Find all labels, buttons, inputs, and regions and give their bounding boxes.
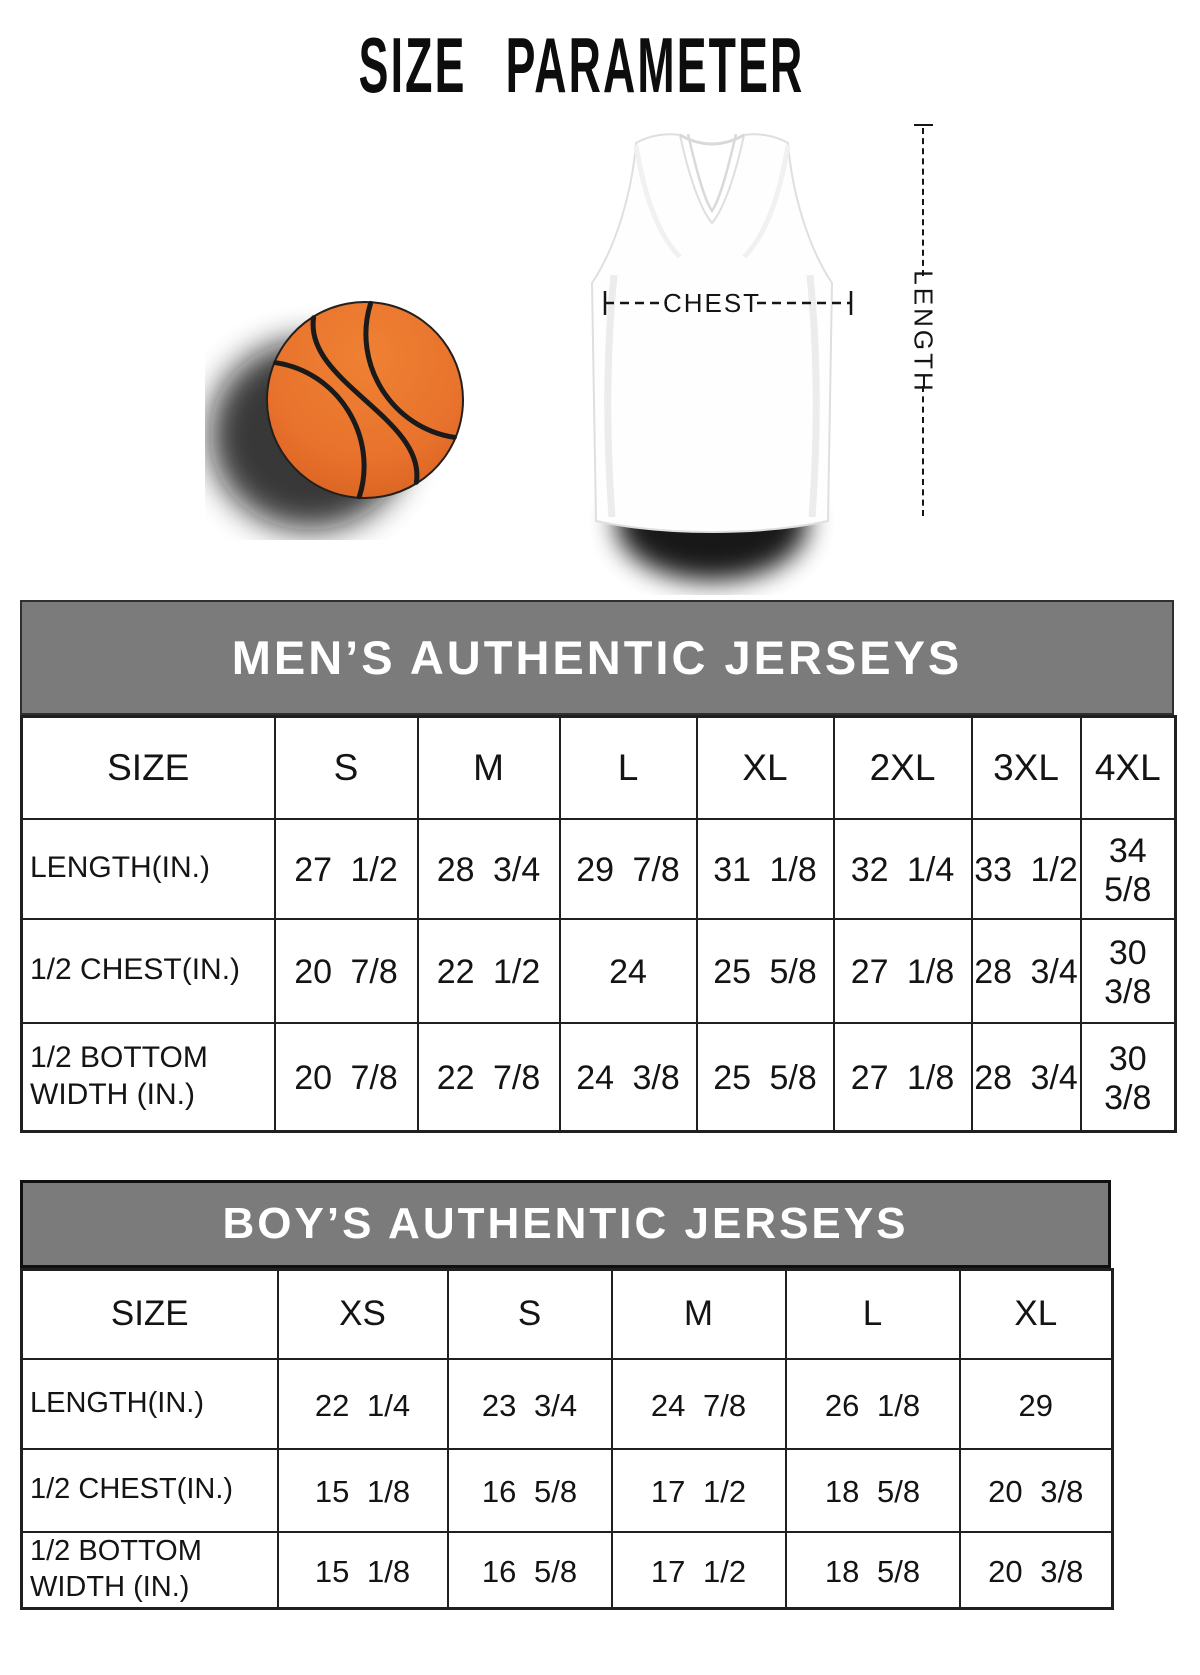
size-value-cell: 22 7/8 [416,1021,561,1133]
length-label: LENGTH [908,270,939,394]
size-value-cell: 29 [958,1357,1114,1450]
row-label: 1/2 BOTTOM WIDTH (IN.) [20,1021,276,1133]
size-value-cell: 24 [558,917,698,1024]
mens-half-bottom-width-row: 1/2 BOTTOM WIDTH (IN.) 20 7/8 22 7/8 24 … [20,1021,1177,1133]
page-title-wrap: SIZE PARAMETER [0,22,1164,109]
mens-size-col-3xl: 3XL [970,715,1082,820]
mens-size-col-l: L [558,715,698,820]
row-label: LENGTH(IN.) [20,1357,279,1450]
mens-header-row: SIZE S M L XL 2XL 3XL 4XL [20,715,1177,820]
basketball-icon [210,300,464,530]
boys-length-row: LENGTH(IN.) 22 1/4 23 3/4 24 7/8 26 1/8 … [20,1357,1114,1450]
size-value-cell: 23 3/4 [446,1357,613,1450]
boys-size-col-xl: XL [958,1268,1114,1360]
chest-measure-line [603,291,853,315]
length-dash-lower [922,386,924,516]
size-value-cell: 17 1/2 [610,1447,787,1533]
size-value-cell: 26 1/8 [784,1357,961,1450]
size-value-cell: 34 5/8 [1079,817,1177,920]
size-value-cell: 17 1/2 [610,1530,787,1610]
length-dash-upper [922,128,924,276]
size-value-cell: 31 1/8 [695,817,835,920]
size-value-cell: 32 1/4 [832,817,973,920]
size-value-cell: 15 1/8 [276,1530,449,1610]
chest-label: CHEST [663,288,761,318]
mens-size-table: SIZE S M L XL 2XL 3XL 4XL LENGTH(IN.) 27… [20,715,1177,1133]
row-label: 1/2 BOTTOM WIDTH (IN.) [20,1530,279,1610]
boys-half-chest-row: 1/2 CHEST(IN.) 15 1/8 16 5/8 17 1/2 18 5… [20,1447,1114,1533]
size-value-cell: 16 5/8 [446,1530,613,1610]
size-value-cell: 24 3/8 [558,1021,698,1133]
mens-size-col-m: M [416,715,561,820]
size-value-cell: 20 3/8 [958,1447,1114,1533]
size-value-cell: 18 5/8 [784,1530,961,1610]
mens-section-title: MEN’S AUTHENTIC JERSEYS [231,631,963,684]
size-value-cell: 28 3/4 [416,817,561,920]
mens-half-chest-row: 1/2 CHEST(IN.) 20 7/8 22 1/2 24 25 5/8 2… [20,917,1177,1024]
mens-size-col-xl: XL [695,715,835,820]
length-top-tick [914,124,933,126]
boys-size-col-l: L [784,1268,961,1360]
size-value-cell: 18 5/8 [784,1447,961,1533]
size-value-cell: 24 7/8 [610,1357,787,1450]
size-value-cell: 20 3/8 [958,1530,1114,1610]
size-value-cell: 33 1/2 [970,817,1082,920]
mens-size-header: SIZE [20,715,276,820]
boys-size-header: SIZE [20,1268,279,1360]
boys-size-table: SIZE XS S M L XL LENGTH(IN.) 22 1/4 23 3… [20,1268,1114,1610]
size-value-cell: 30 3/8 [1079,1021,1177,1133]
size-value-cell: 28 3/4 [970,1021,1082,1133]
boys-section-banner: BOY’S AUTHENTIC JERSEYS [20,1180,1111,1268]
page-title: SIZE PARAMETER [359,23,805,110]
size-value-cell: 22 1/4 [276,1357,449,1450]
boys-size-col-s: S [446,1268,613,1360]
mens-size-col-2xl: 2XL [832,715,973,820]
size-value-cell: 30 3/8 [1079,917,1177,1024]
size-value-cell: 29 7/8 [558,817,698,920]
size-value-cell: 28 3/4 [970,917,1082,1024]
mens-size-col-s: S [273,715,419,820]
size-value-cell: 20 7/8 [273,1021,419,1133]
mens-size-col-4xl: 4XL [1079,715,1177,820]
size-value-cell: 27 1/2 [273,817,419,920]
boys-size-col-m: M [610,1268,787,1360]
size-value-cell: 25 5/8 [695,917,835,1024]
row-label: 1/2 CHEST(IN.) [20,1447,279,1533]
boys-header-row: SIZE XS S M L XL [20,1268,1114,1360]
boys-half-bottom-width-row: 1/2 BOTTOM WIDTH (IN.) 15 1/8 16 5/8 17 … [20,1530,1114,1610]
measurement-diagram: CHEST LENGTH [0,100,1200,600]
row-label: LENGTH(IN.) [20,817,276,920]
mens-length-row: LENGTH(IN.) 27 1/2 28 3/4 29 7/8 31 1/8 … [20,817,1177,920]
boys-section-title: BOY’S AUTHENTIC JERSEYS [222,1199,909,1248]
size-value-cell: 27 1/8 [832,917,973,1024]
size-value-cell: 22 1/2 [416,917,561,1024]
size-value-cell: 27 1/8 [832,1021,973,1133]
length-measure-line: LENGTH [908,124,939,516]
row-label: 1/2 CHEST(IN.) [20,917,276,1024]
size-value-cell: 25 5/8 [695,1021,835,1133]
size-value-cell: 15 1/8 [276,1447,449,1533]
boys-size-col-xs: XS [276,1268,449,1360]
mens-section-banner: MEN’S AUTHENTIC JERSEYS [20,600,1174,715]
jersey-icon: CHEST [590,133,853,581]
size-value-cell: 16 5/8 [446,1447,613,1533]
size-value-cell: 20 7/8 [273,917,419,1024]
